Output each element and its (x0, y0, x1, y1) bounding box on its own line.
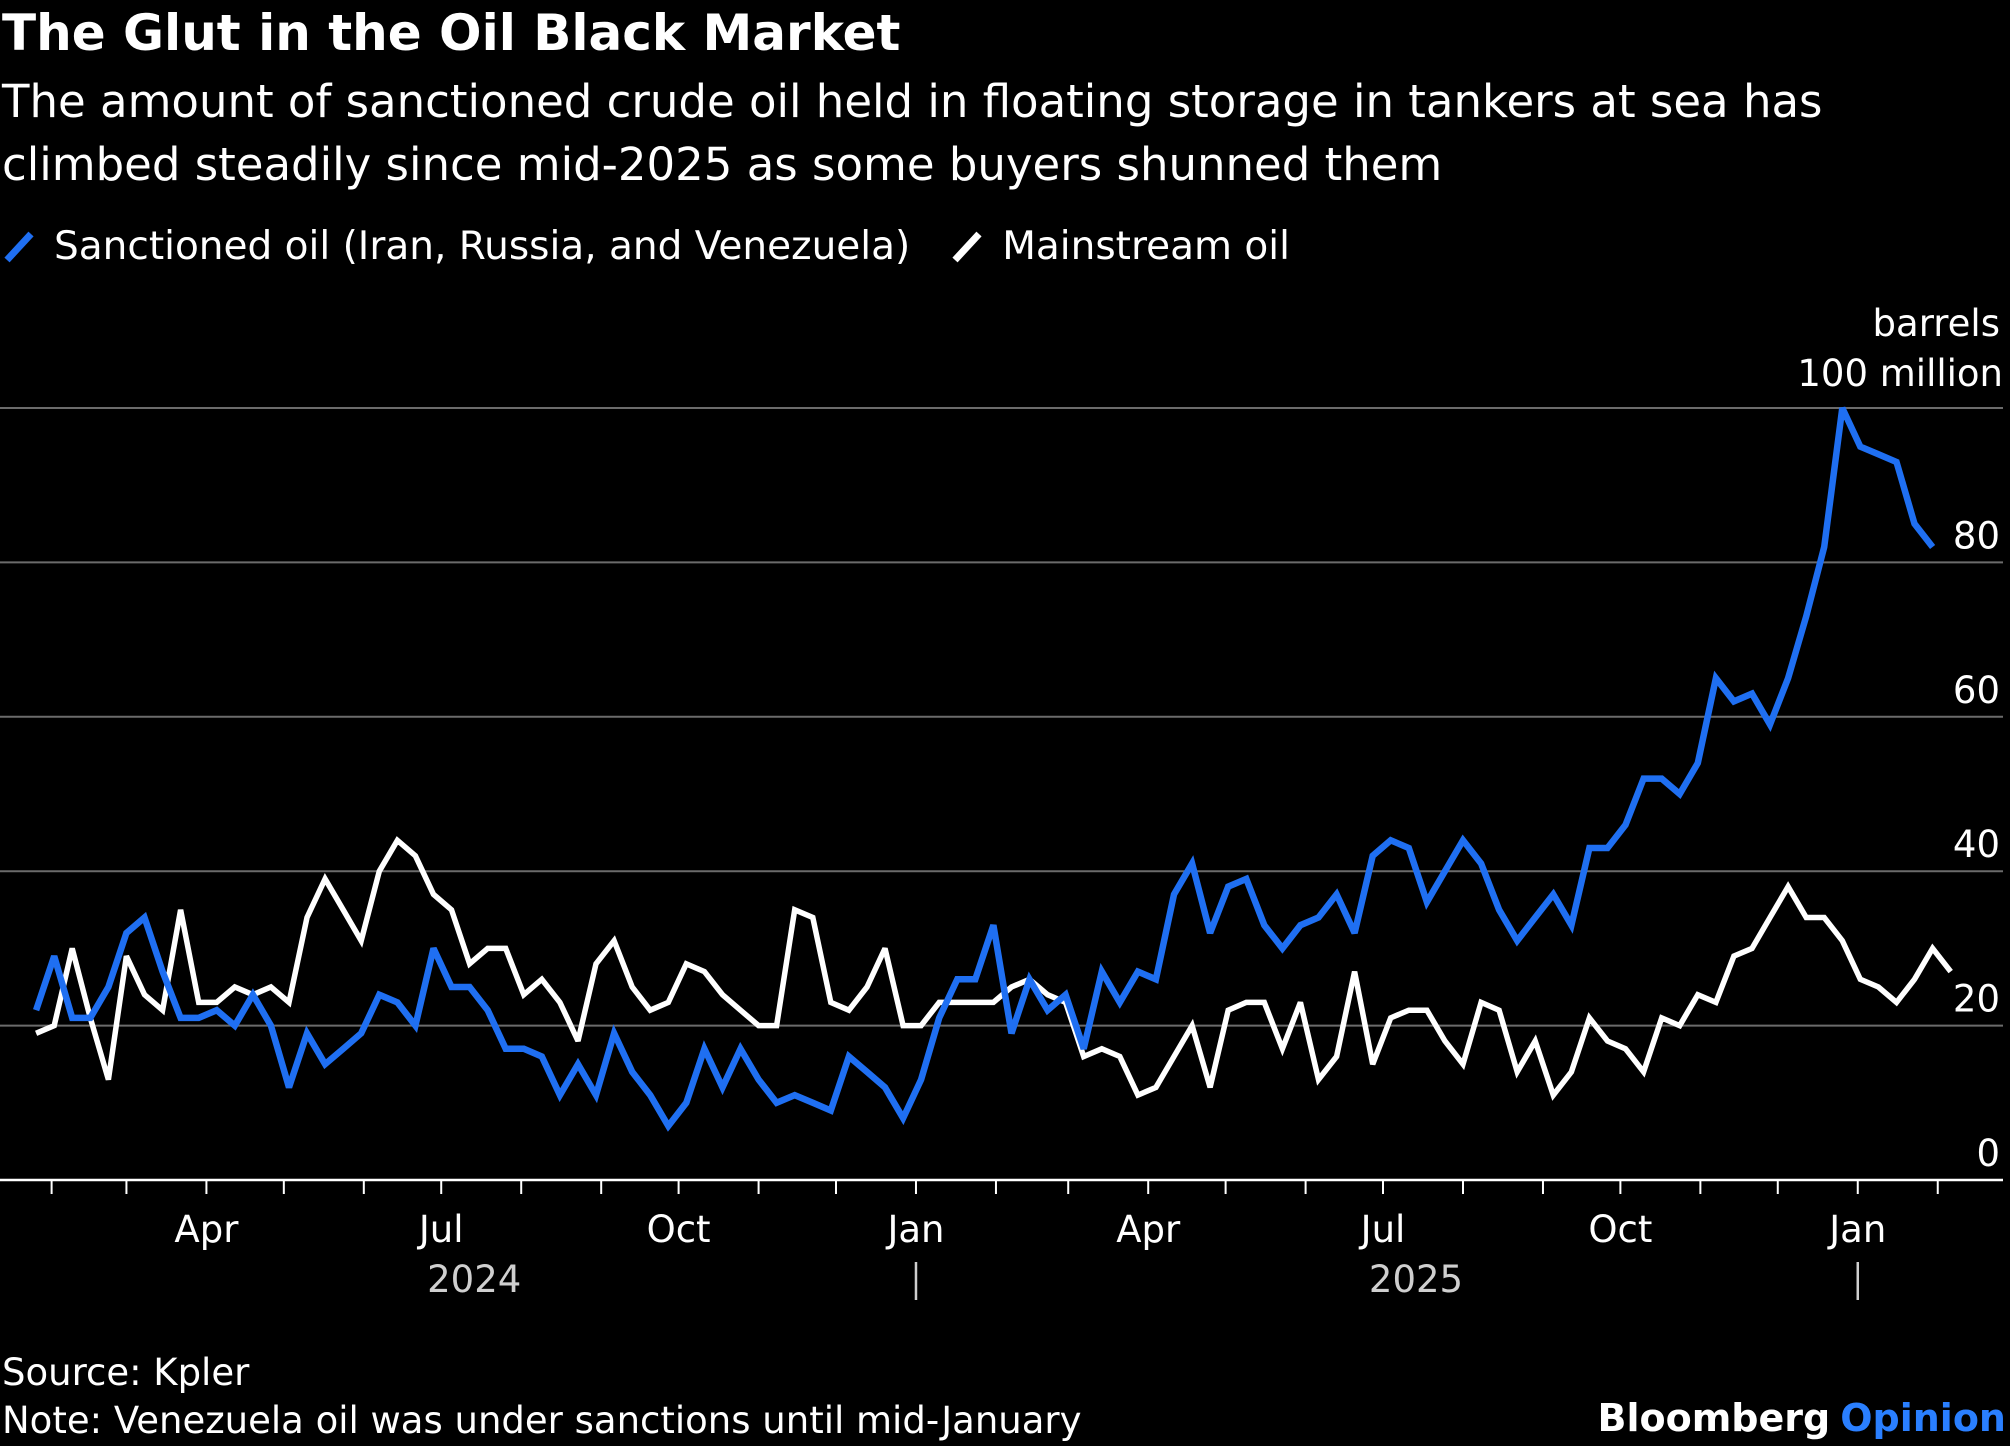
y-tick-label: 20 (1953, 978, 2000, 1021)
unit-label-line1: barrels (1873, 302, 2000, 345)
series-line-sanctioned (33, 406, 1936, 1132)
y-tick-label: 0 (1976, 1132, 2000, 1175)
y-axis-labels: 0 20 40 60 80 (1953, 514, 2000, 1175)
chart-subtitle: The amount of sanctioned crude oil held … (2, 75, 1823, 191)
legend-item-sanctioned: Sanctioned oil (Iran, Russia, and Venezu… (2, 224, 910, 269)
x-year-label: 2024 (427, 1258, 521, 1301)
series-line-mainstream (35, 836, 1953, 1101)
y-tick-label: 80 (1953, 514, 2000, 557)
x-tick-label: Oct (647, 1208, 711, 1251)
x-tick-label: Jan (885, 1208, 944, 1251)
brand-sub: Opinion (1840, 1396, 2006, 1440)
grid-lines (0, 407, 2003, 1027)
y-tick-label: 40 (1953, 823, 2000, 866)
brand-name: Bloomberg (1597, 1396, 1831, 1440)
source-note: Source: Kpler (2, 1351, 250, 1394)
legend-label-mainstream: Mainstream oil (1002, 224, 1290, 269)
legend-swatch-mainstream (952, 231, 982, 262)
x-tick-label: Oct (1588, 1208, 1652, 1251)
chart-title: The Glut in the Oil Black Market (2, 4, 901, 62)
unit-label-line2: 100 million (1797, 352, 2003, 395)
legend-item-mainstream: Mainstream oil (950, 224, 1290, 269)
x-tick-label: Jul (417, 1208, 464, 1251)
x-axis-ticks: Apr Jul Oct Jan Apr Jul Oct Jan 2024 2025 (50, 1180, 1939, 1301)
x-tick-label: Apr (1116, 1208, 1181, 1251)
legend-label-sanctioned: Sanctioned oil (Iran, Russia, and Venezu… (54, 224, 911, 269)
chart-area: 0 20 40 60 80 barrels 100 million Apr Jul Oct J… (0, 302, 2003, 1301)
legend: Sanctioned oil (Iran, Russia, and Venezu… (2, 224, 1330, 269)
brand-logo: Bloomberg Opinion (1598, 1396, 2007, 1440)
x-tick-label: Apr (174, 1208, 239, 1251)
footnote: Note: Venezuela oil was under sanctions … (2, 1399, 1082, 1442)
legend-swatch-sanctioned (4, 231, 34, 262)
x-year-label: 2025 (1369, 1258, 1463, 1301)
x-tick-label: Jan (1827, 1208, 1886, 1251)
y-tick-label: 60 (1953, 669, 2000, 712)
x-tick-label: Jul (1359, 1208, 1406, 1251)
